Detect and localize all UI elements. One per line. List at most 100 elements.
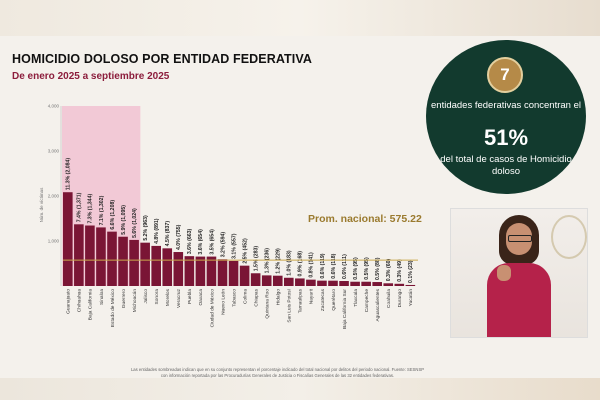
bar <box>63 192 73 286</box>
bar <box>173 252 184 286</box>
bar <box>361 281 371 286</box>
data-label: 11.3% (2,084) <box>66 158 72 191</box>
data-label: 6.6% (1,208) <box>110 200 116 230</box>
category-label: Baja California Sur <box>342 289 348 329</box>
bar <box>217 259 228 286</box>
data-label: 0.6% (111) <box>342 254 348 279</box>
y-tick-label: 4,000 <box>48 104 60 109</box>
data-label: 0.8% (141) <box>309 252 315 278</box>
category-label: Morelos <box>165 288 171 306</box>
data-label: 1.2% (229) <box>276 248 282 274</box>
data-label: 1.5% (283) <box>253 246 259 272</box>
bar <box>328 280 338 286</box>
bar <box>272 275 283 286</box>
bar <box>339 281 349 286</box>
bar <box>228 260 239 286</box>
data-label: 0.1% (23) <box>408 260 414 283</box>
category-label: Yucatán <box>408 289 414 307</box>
bar <box>405 284 416 286</box>
category-label: Guanajuato <box>66 289 72 314</box>
data-label: 7.1% (1,302) <box>99 195 105 225</box>
category-label: Durango <box>397 289 403 308</box>
chart-subtitle: De enero 2025 a septiembre 2025 <box>12 71 170 82</box>
source-footnote: Las entidades sombreadas indican que en … <box>130 367 425 378</box>
data-label: 0.3% (60) <box>386 259 392 282</box>
bar <box>383 283 394 286</box>
category-label: Quintana Roo <box>265 289 271 319</box>
category-label: Guerrero <box>121 289 127 309</box>
data-label: 0.6% (118) <box>331 253 337 278</box>
data-label: 0.5% (95) <box>364 257 370 280</box>
category-label: Colima <box>242 289 248 304</box>
category-label: Oaxaca <box>198 289 204 306</box>
data-label: 1.0% (183) <box>287 250 293 276</box>
data-label: 4.0% (755) <box>176 224 182 250</box>
callout-percent: 51% <box>483 125 529 150</box>
category-label: Puebla <box>187 289 193 304</box>
logo-watermark <box>551 215 587 259</box>
bar <box>74 224 84 286</box>
data-label: 3.6% (654) <box>198 229 204 255</box>
category-label: Sinaloa <box>99 289 105 305</box>
callout-number-badge: 7 <box>487 57 523 93</box>
data-label: 4.5% (837) <box>165 221 171 247</box>
bar <box>250 273 261 286</box>
data-label: 2.5% (452) <box>242 238 248 264</box>
data-label: 3.2% (594) <box>220 232 226 258</box>
bar <box>261 275 272 286</box>
bar <box>350 281 360 286</box>
y-tick-label: 2,000 <box>48 194 60 199</box>
category-label: Estado de México <box>110 289 116 327</box>
bar <box>295 278 305 286</box>
category-label: San Luis Potosí <box>287 288 293 322</box>
data-label: 3.1% (557) <box>231 233 237 259</box>
bar <box>162 248 173 286</box>
top-banner <box>0 0 600 36</box>
data-label: 4.8% (891) <box>154 218 160 244</box>
bar <box>140 242 150 286</box>
category-label: Sonora <box>154 289 160 305</box>
bar <box>239 265 250 286</box>
y-tick-label: 1,000 <box>48 239 60 244</box>
chart-title: HOMICIDIO DOLOSO POR ENTIDAD FEDERATIVA <box>12 52 312 66</box>
category-label: Tlaxcala <box>353 289 359 307</box>
category-label: Ciudad de México <box>209 289 215 328</box>
data-label: 3.5% (654) <box>209 229 215 255</box>
average-label: Prom. nacional: 575.22 <box>308 213 422 225</box>
data-label: 5.2% (963) <box>143 215 149 241</box>
data-label: 0.5% (88) <box>375 257 381 280</box>
bar <box>306 279 316 286</box>
data-label: 7.3% (1,344) <box>88 194 94 224</box>
y-tick-label: 3,000 <box>48 149 60 154</box>
summary-callout: 7 entidades federativas concentran el 51… <box>426 40 586 194</box>
data-label: 5.6% (1,024) <box>132 208 138 238</box>
bar <box>284 277 294 286</box>
bar <box>151 245 161 286</box>
bar <box>394 283 405 286</box>
callout-text-top: entidades federativas concentran el <box>431 100 581 111</box>
category-label: Michoacán <box>132 289 138 313</box>
category-label: Veracruz <box>176 288 182 308</box>
data-label: 0.5% (95) <box>353 257 359 280</box>
y-axis-label: Núm. de víctimas <box>39 187 44 223</box>
data-label: 7.4% (1,371) <box>77 192 83 222</box>
data-label: 0.3% (49) <box>397 259 403 282</box>
data-label: 3.6% (663) <box>187 229 193 255</box>
data-label: 0.9% (168) <box>298 251 304 277</box>
bottom-banner <box>0 378 600 400</box>
bar <box>118 236 128 286</box>
bar <box>85 225 95 286</box>
category-label: Coahuila <box>386 289 392 308</box>
category-label: Hidalgo <box>276 289 282 306</box>
bar <box>96 227 106 286</box>
bar <box>195 256 206 286</box>
callout-text-bottom: del total de casos de Homicidio doloso <box>440 154 572 177</box>
data-label: 0.6% (119) <box>320 253 326 278</box>
data-label: 5.9% (1,095) <box>121 205 127 235</box>
category-label: Campeche <box>364 289 370 313</box>
sign-language-interpreter-video <box>450 208 588 338</box>
bar <box>184 256 195 286</box>
category-label: Tabasco <box>231 289 237 307</box>
category-label: Zacatecas <box>320 288 326 311</box>
bar <box>129 239 139 286</box>
